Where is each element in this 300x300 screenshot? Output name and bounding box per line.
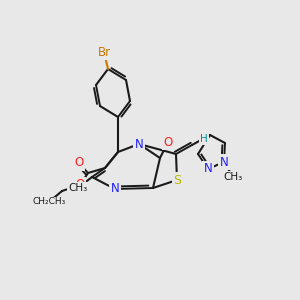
- Text: Br: Br: [98, 46, 111, 59]
- Text: CH₃: CH₃: [224, 172, 243, 182]
- Text: O: O: [74, 157, 84, 169]
- Text: CH₂CH₃: CH₂CH₃: [32, 197, 66, 206]
- Text: S: S: [173, 173, 181, 187]
- Text: O: O: [75, 178, 85, 191]
- Text: CH₃: CH₃: [68, 183, 88, 193]
- Text: H: H: [200, 134, 208, 144]
- Text: N: N: [204, 163, 212, 176]
- Text: O: O: [164, 136, 172, 148]
- Text: N: N: [111, 182, 119, 196]
- Text: N: N: [135, 137, 143, 151]
- Text: N: N: [220, 155, 228, 169]
